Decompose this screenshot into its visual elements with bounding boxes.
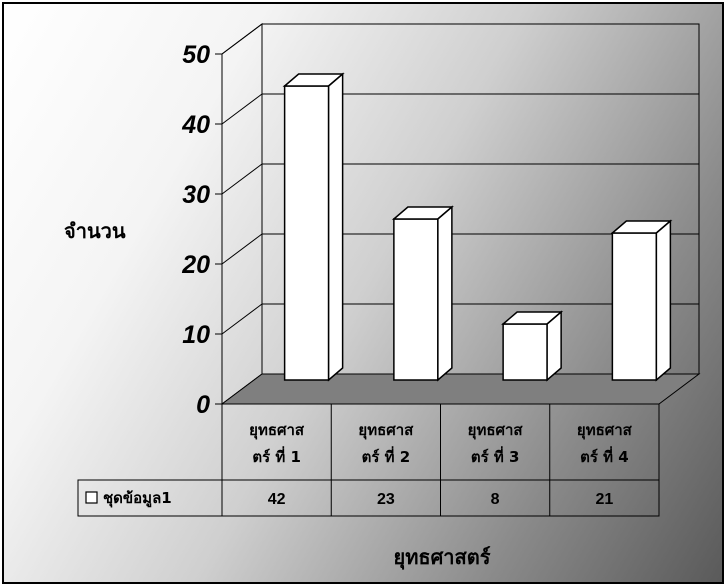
y-tick-label: 40: [181, 111, 210, 139]
bar-side: [437, 205, 453, 382]
gridline-side: [221, 233, 263, 265]
legend-label: ชุดข้อมูล1: [103, 489, 172, 508]
x-tick-label: ยุทธศาส: [358, 421, 414, 440]
y-tick-label: 50: [182, 41, 210, 69]
x-tick-label: ยุทธศาส: [468, 421, 524, 440]
bars: [282, 72, 673, 382]
y-tick-label: 30: [182, 181, 210, 209]
gridline-side: [221, 93, 263, 125]
x-tick-label: ตร์ ที่ 1: [252, 446, 301, 466]
floor-plane: [220, 373, 701, 405]
bar: [282, 72, 345, 382]
bar: [391, 205, 454, 382]
gridline-side: [221, 23, 263, 55]
x-tick-label: ตร์ ที่ 2: [362, 446, 411, 466]
bar: [501, 310, 564, 382]
y-tick-label: 10: [182, 321, 210, 349]
bar-side: [327, 72, 344, 382]
bar: [610, 219, 673, 382]
bar-front: [611, 232, 658, 381]
gridline-side: [221, 163, 263, 195]
data-label: 21: [595, 491, 613, 508]
data-label: 8: [491, 491, 500, 508]
y-tick-label: 20: [181, 251, 210, 279]
x-tick-label: ยุทธศาส: [249, 421, 305, 440]
x-tick-label: ตร์ ที่ 4: [580, 446, 629, 466]
gridline-side: [221, 303, 263, 335]
bar-front: [283, 85, 330, 381]
side-wall: [221, 23, 263, 405]
x-axis-label: ยุทธศาสตร์: [394, 545, 491, 570]
bar-front: [393, 218, 439, 381]
bar-side: [655, 219, 672, 382]
data-label: 42: [268, 491, 286, 508]
data-table: ยุทธศาสตร์ ที่ 1 ยุทธศาสตร์ ที่ 2 ยุทธศาสต…: [77, 404, 660, 517]
bar-front: [502, 323, 548, 381]
y-tick-label: 0: [196, 391, 210, 419]
x-tick-label: ยุทธศาส: [577, 421, 633, 440]
data-label: 23: [377, 491, 395, 508]
x-tick-label: ตร์ ที่ 3: [471, 446, 520, 466]
bar-side: [546, 310, 562, 382]
y-tick-labels: 0 10 20 30 40 50: [181, 41, 222, 419]
y-axis-label: จำนวน: [64, 219, 126, 243]
legend-swatch: [85, 491, 98, 504]
chart-floor: [220, 373, 701, 405]
